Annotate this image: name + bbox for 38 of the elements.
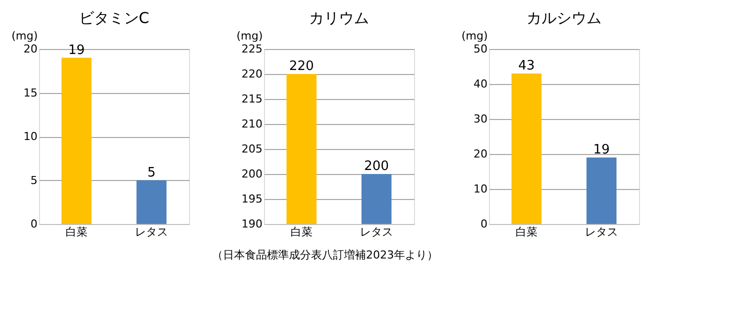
data-label: 19: [593, 142, 610, 158]
y-axis-title: (mg): [236, 30, 263, 42]
x-tick-label: レタス: [135, 226, 168, 238]
x-tick-label: 白菜: [290, 226, 312, 238]
x-tick-label: 白菜: [516, 226, 538, 238]
data-label: 200: [364, 159, 389, 174]
y-tick-label: 5: [30, 174, 38, 187]
y-tick-label: 50: [474, 42, 488, 56]
y-tick-label: 20: [474, 148, 488, 160]
y-tick-label: 195: [242, 192, 262, 206]
x-tick-label: レタス: [360, 226, 393, 238]
y-tick-label: 225: [242, 42, 262, 56]
y-tick-label: 200: [242, 168, 262, 180]
y-tick-label: 210: [242, 118, 262, 130]
y-tick-label: 0: [30, 218, 38, 230]
y-tick-label: 0: [480, 218, 488, 230]
y-tick-label: 30: [474, 112, 488, 126]
y-tick-label: 40: [474, 78, 488, 90]
y-tick-label: 10: [24, 130, 38, 143]
y-tick-label: 20: [24, 42, 38, 56]
y-tick-label: 15: [24, 86, 38, 100]
y-axis-title: (mg): [462, 30, 488, 42]
y-tick-label: 220: [242, 68, 262, 80]
y-tick-label: 190: [242, 218, 262, 230]
data-label: 220: [289, 59, 314, 74]
chart-title: カルシウム: [526, 9, 602, 27]
data-label: 19: [68, 42, 85, 58]
data-label: 5: [147, 165, 156, 180]
y-tick-label: 215: [242, 92, 262, 106]
y-tick-label: 10: [474, 182, 488, 196]
text: （日本食品標準成分表八訂増補2023年より）: [212, 248, 438, 262]
x-tick-label: 白菜: [66, 226, 88, 238]
x-tick-label: レタス: [585, 226, 618, 238]
chart-title: ビタミンC: [78, 9, 150, 27]
data-label: 43: [518, 58, 535, 74]
chart-title: カリウム: [309, 9, 369, 27]
y-axis-title: (mg): [12, 30, 38, 42]
y-tick-label: 205: [242, 142, 262, 156]
